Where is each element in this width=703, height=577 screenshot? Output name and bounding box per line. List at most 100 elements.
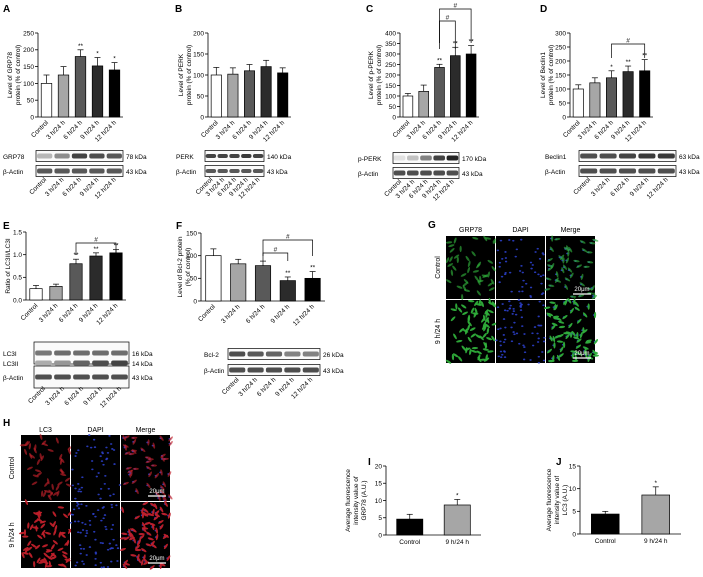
cell-signal xyxy=(167,512,171,519)
nucleus-dot xyxy=(89,446,93,449)
cell-signal xyxy=(57,481,63,486)
blot-band xyxy=(252,154,264,158)
nucleus-dot xyxy=(78,488,81,491)
blot-band xyxy=(241,154,252,158)
cell-signal xyxy=(487,350,494,353)
column-caption: DAPI xyxy=(512,227,528,234)
nucleus-dot xyxy=(501,303,504,305)
cell-signal xyxy=(147,537,154,541)
nucleus-dot xyxy=(518,290,521,293)
cell-signal xyxy=(551,324,556,330)
y-tick-label: 300 xyxy=(385,51,396,58)
blot-kda: 43 kDa xyxy=(132,375,153,382)
nucleus-dot xyxy=(77,490,80,493)
y-tick-label: 100 xyxy=(193,72,204,79)
cell-signal xyxy=(564,284,569,290)
blot-band xyxy=(54,374,71,380)
cell-signal xyxy=(467,299,475,303)
nucleus-dot xyxy=(530,267,533,270)
cell-signal xyxy=(132,439,137,445)
cell-signal xyxy=(29,524,34,531)
cell-signal xyxy=(451,353,455,361)
nucleus-dot xyxy=(94,552,98,555)
nucleus-dot xyxy=(79,552,82,555)
nucleus-dot xyxy=(77,507,81,510)
y-axis-label: (% of control) xyxy=(185,248,192,287)
nucleus-dot xyxy=(81,529,85,531)
cell-signal xyxy=(462,285,467,291)
cell-signal xyxy=(549,246,554,252)
significance-mark: * xyxy=(654,480,657,487)
bar-j-0 xyxy=(591,513,620,535)
cell-signal xyxy=(490,278,495,285)
cell-signal xyxy=(33,560,36,568)
nucleus-dot xyxy=(531,332,534,335)
blot-band xyxy=(89,168,105,174)
cell-signal xyxy=(36,472,42,477)
y-axis-label: Level of GRP78 xyxy=(7,52,14,98)
cell-signal xyxy=(121,532,128,536)
nucleus-dot xyxy=(538,324,541,327)
cell-signal xyxy=(556,317,562,321)
nucleus-dot xyxy=(501,353,504,356)
cell-signal xyxy=(141,522,146,528)
significance-mark: ** xyxy=(73,252,79,259)
cell-signal xyxy=(142,501,149,506)
nucleus-dot xyxy=(512,307,515,310)
cell-signal xyxy=(52,511,57,517)
cell-signal xyxy=(132,467,139,470)
cell-signal xyxy=(141,507,144,514)
nucleus-dot xyxy=(115,504,118,507)
nucleus-dot xyxy=(515,332,519,335)
nucleus-dot xyxy=(109,443,113,445)
y-tick-label: 0 xyxy=(30,114,34,121)
cell-signal xyxy=(585,339,592,343)
nucleus-dot xyxy=(521,325,524,328)
y-axis-label: Level of PERK xyxy=(178,53,185,96)
nucleus-dot xyxy=(502,341,506,344)
cell-signal xyxy=(562,264,568,270)
x-tick-label: 9 h/24 h xyxy=(644,538,668,545)
significance-mark: ** xyxy=(310,265,316,272)
nucleus-dot xyxy=(116,560,119,562)
blot-label: LC3II xyxy=(3,361,19,368)
cell-signal xyxy=(576,318,582,324)
cell-signal xyxy=(46,549,53,552)
nucleus-dot xyxy=(90,460,94,462)
x-tick-label: 9 h/24 h xyxy=(446,539,470,546)
nucleus-dot xyxy=(99,561,103,564)
blot-kda: 140 kDa xyxy=(267,154,292,161)
cell-signal xyxy=(551,322,558,326)
nucleus-dot xyxy=(504,326,507,329)
cell-signal xyxy=(571,330,576,337)
cell-signal xyxy=(449,256,453,263)
cell-signal xyxy=(44,531,52,535)
cell-signal xyxy=(52,521,56,527)
nucleus-dot xyxy=(522,358,526,361)
bar-b-4 xyxy=(277,72,289,118)
nucleus-dot xyxy=(521,271,524,274)
cell-signal xyxy=(450,308,457,312)
cell-signal xyxy=(564,277,571,282)
nucleus-dot xyxy=(112,449,116,451)
nucleus-dot xyxy=(521,286,524,288)
nucleus-dot xyxy=(81,476,84,479)
x-tick-label: Control xyxy=(595,538,617,545)
cell-signal xyxy=(124,536,130,541)
nucleus-dot xyxy=(81,560,84,563)
chart-d: D 0 50 100 150 200 250 300 Level of Beclin1 prote… xyxy=(540,4,653,144)
blot-kda: 43 kDa xyxy=(323,368,344,375)
x-tick-label: 3 h/24 h xyxy=(220,303,242,325)
cell-signal xyxy=(549,335,553,342)
bar-b-2 xyxy=(244,70,255,118)
cell-signal xyxy=(36,557,41,564)
nucleus-dot xyxy=(100,519,103,522)
blot-band xyxy=(92,360,109,366)
nucleus-dot xyxy=(74,497,77,500)
cell-signal xyxy=(558,325,566,329)
nucleus-dot xyxy=(506,309,509,312)
blot-kda: 78 kDa xyxy=(126,154,147,161)
nucleus-dot xyxy=(84,535,87,537)
nucleus-dot xyxy=(540,282,543,285)
